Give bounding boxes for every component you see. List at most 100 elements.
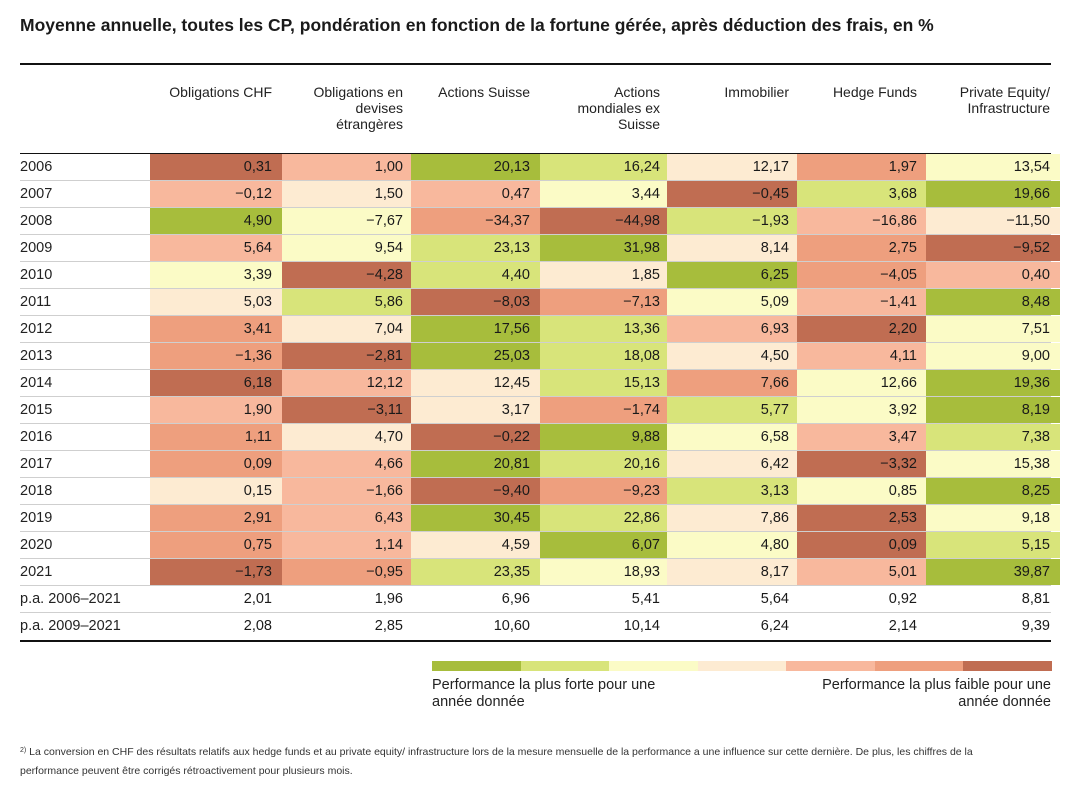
table-cell: 18,08 — [540, 343, 670, 369]
table-cell: 0,31 — [150, 154, 282, 180]
table-cell: 1,97 — [797, 154, 927, 180]
table-cell: 4,40 — [411, 262, 540, 288]
table-cell: 8,19 — [926, 397, 1060, 423]
table-cell: 4,11 — [797, 343, 927, 369]
table-cell: 1,00 — [282, 154, 413, 180]
table-cell: 7,04 — [282, 316, 413, 342]
table-cell: −7,13 — [540, 289, 670, 315]
table-cell: 4,50 — [667, 343, 799, 369]
table-cell: 13,36 — [540, 316, 670, 342]
column-header: Obligations CHF — [169, 84, 272, 100]
table-cell: 10,14 — [623, 618, 660, 634]
table-cell: 2,91 — [150, 505, 282, 531]
table-row: 2018 0,15 −1,66 −9,40 −9,23 3,13 0,85 8,25 — [20, 478, 1060, 505]
row-label: 2008 — [20, 213, 53, 229]
column-header-line: Obligations en — [313, 84, 403, 100]
table-cell: 10,60 — [493, 618, 530, 634]
table-cell: 23,35 — [411, 559, 540, 585]
table-cell: 4,66 — [282, 451, 413, 477]
table-cell: 12,45 — [411, 370, 540, 396]
table-cell: 0,09 — [797, 532, 927, 558]
table-cell: 3,47 — [797, 424, 927, 450]
table-cell: 17,56 — [411, 316, 540, 342]
legend-weakest-label: Performance la plus faible pour une anné… — [822, 677, 1051, 710]
column-header: Actions mondiales ex Suisse — [578, 84, 661, 132]
table-row: 2020 0,75 1,14 4,59 6,07 4,80 0,09 5,15 — [20, 532, 1060, 559]
table-cell: 7,51 — [926, 316, 1060, 342]
header-rule — [20, 153, 1051, 154]
legend-swatch — [520, 661, 609, 671]
table-row: 2006 0,31 1,00 20,13 16,24 12,17 1,97 13,54 — [20, 154, 1060, 181]
row-label: 2017 — [20, 456, 53, 472]
table-cell: 19,66 — [926, 181, 1060, 207]
table-cell: −1,73 — [150, 559, 282, 585]
table-cell: −7,67 — [282, 208, 413, 234]
legend-swatch — [432, 661, 521, 671]
table-cell: 2,75 — [797, 235, 927, 261]
table-cell: 22,86 — [540, 505, 670, 531]
table-cell: 8,25 — [926, 478, 1060, 504]
legend-strongest-label: Performance la plus forte pour une année… — [432, 677, 656, 710]
table-cell: 3,68 — [797, 181, 927, 207]
table-cell: −0,12 — [150, 181, 282, 207]
table-cell: 4,90 — [150, 208, 282, 234]
table-cell: 4,59 — [411, 532, 540, 558]
table-cell: −3,32 — [797, 451, 927, 477]
table-row: 2010 3,39 −4,28 4,40 1,85 6,25 −4,05 0,40 — [20, 262, 1060, 289]
table-cell: 25,03 — [411, 343, 540, 369]
row-label: 2015 — [20, 402, 53, 418]
table-cell: 3,44 — [540, 181, 670, 207]
performance-table: 2006 0,31 1,00 20,13 16,24 12,17 1,97 13,54 2007… — [20, 154, 1060, 640]
table-cell: −1,41 — [797, 289, 927, 315]
table-cell: 8,48 — [926, 289, 1060, 315]
row-label: 2018 — [20, 483, 53, 499]
table-cell: 6,96 — [501, 591, 530, 607]
column-headers: Obligations CHF Obligations en devises étra… — [20, 84, 1051, 144]
table-cell: −0,95 — [282, 559, 413, 585]
table-row: 2017 0,09 4,66 20,81 20,16 6,42 −3,32 15,38 — [20, 451, 1060, 478]
table-cell: 0,85 — [797, 478, 927, 504]
summary-row: p.a. 2006–2021 2,01 1,96 6,96 5,41 5,64 0,92 8,… — [20, 586, 1051, 613]
page-title: Moyenne annuelle, toutes les CP, pondéra… — [20, 15, 934, 35]
table-cell: 2,53 — [797, 505, 927, 531]
table-cell: 20,13 — [411, 154, 540, 180]
table-row: 2014 6,18 12,12 12,45 15,13 7,66 12,66 19,36 — [20, 370, 1060, 397]
table-cell: 1,14 — [282, 532, 413, 558]
table-cell: 8,17 — [667, 559, 799, 585]
table-cell: 9,39 — [1021, 618, 1050, 634]
table-cell: 1,50 — [282, 181, 413, 207]
table-cell: 3,39 — [150, 262, 282, 288]
table-cell: −4,05 — [797, 262, 927, 288]
table-cell: 6,24 — [760, 618, 789, 634]
table-cell: 5,64 — [150, 235, 282, 261]
column-header-line: étrangères — [336, 116, 403, 132]
table-row: 2021 −1,73 −0,95 23,35 18,93 8,17 5,01 39,87 — [20, 559, 1060, 586]
table-cell: 13,54 — [926, 154, 1060, 180]
legend-swatch — [697, 661, 786, 671]
table-cell: 4,80 — [667, 532, 799, 558]
table-cell: 5,15 — [926, 532, 1060, 558]
table-row: 2009 5,64 9,54 23,13 31,98 8,14 2,75 −9,52 — [20, 235, 1060, 262]
column-header-line: Private Equity/ — [959, 84, 1050, 100]
table-cell: −44,98 — [540, 208, 670, 234]
table-cell: 2,08 — [243, 618, 272, 634]
column-header-line: mondiales ex — [577, 100, 661, 116]
table-cell: 1,85 — [540, 262, 670, 288]
column-header-line: Immobilier — [724, 84, 789, 100]
row-label: 2007 — [20, 186, 53, 202]
column-header-line: Infrastructure — [967, 100, 1050, 116]
column-header: Private Equity/Infrastructure — [960, 84, 1050, 116]
table-cell: 1,96 — [374, 591, 403, 607]
footnote: 2) La conversion en CHF des résultats re… — [20, 743, 1030, 781]
row-label: 2019 — [20, 510, 53, 526]
legend-color-scale — [432, 661, 1052, 671]
table-cell: 9,18 — [926, 505, 1060, 531]
top-rule — [20, 63, 1051, 65]
column-header: Hedge Funds — [833, 84, 917, 100]
table-row: 2007 −0,12 1,50 0,47 3,44 −0,45 3,68 19,66 — [20, 181, 1060, 208]
table-cell: 5,86 — [282, 289, 413, 315]
column-header-line: devises — [355, 100, 403, 116]
table-cell: −0,22 — [411, 424, 540, 450]
table-cell: 16,24 — [540, 154, 670, 180]
table-cell: 3,92 — [797, 397, 927, 423]
